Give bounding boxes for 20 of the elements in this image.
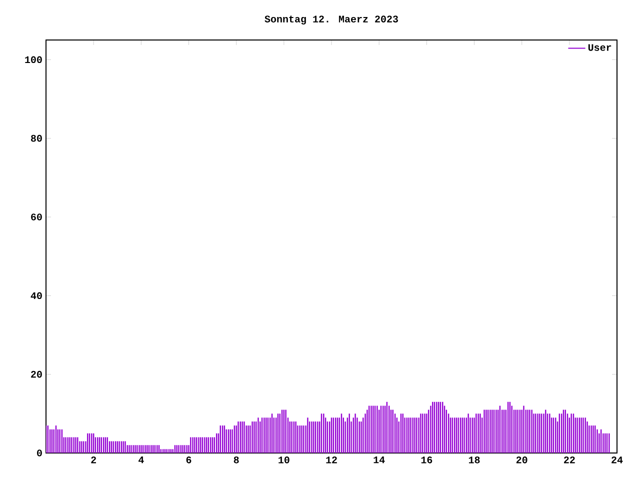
x-tick-label: 2 — [91, 456, 96, 464]
y-tick-label: 80 — [31, 134, 42, 142]
x-tick-label: 10 — [278, 456, 290, 464]
y-tick-label: 0 — [37, 450, 42, 456]
x-tick-label: 16 — [421, 456, 432, 464]
legend-label: User — [588, 44, 612, 51]
chart-title: Sonntag 12. Maerz 2023 — [264, 16, 398, 24]
y-tick-label: 20 — [31, 370, 42, 378]
y-tick-label: 60 — [31, 214, 42, 220]
y-tick-label: 100 — [25, 56, 42, 64]
x-tick-label: 4 — [138, 456, 144, 464]
x-tick-label: 8 — [234, 456, 239, 464]
y-tick-label: 40 — [30, 292, 42, 300]
x-tick-label: 12 — [326, 456, 337, 464]
x-tick-label: 24 — [612, 456, 623, 464]
x-tick-label: 14 — [374, 456, 385, 464]
x-tick-label: 18 — [468, 456, 480, 464]
x-tick-label: 6 — [186, 456, 192, 464]
x-tick-label: 22 — [564, 456, 575, 464]
x-tick-label: 20 — [516, 456, 528, 464]
